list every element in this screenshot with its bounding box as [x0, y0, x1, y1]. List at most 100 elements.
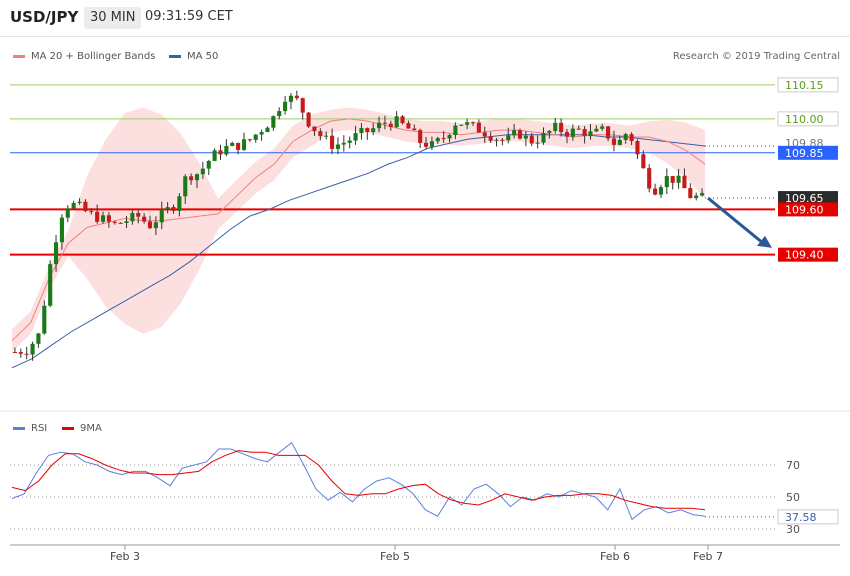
- level-label-6: 109.40: [785, 249, 824, 262]
- level-label-box: [777, 111, 839, 127]
- candle-body: [288, 95, 294, 102]
- candle: [224, 139, 229, 157]
- legend-ma50: MA 50: [169, 51, 218, 62]
- candle-body: [559, 122, 564, 133]
- candle-body: [71, 202, 76, 209]
- level-label-1: 110.00: [785, 113, 824, 126]
- candle: [700, 188, 705, 197]
- candle-body: [447, 135, 452, 139]
- candle-body: [429, 141, 434, 147]
- candle-body: [658, 187, 664, 195]
- candle: [347, 136, 352, 149]
- candle-body: [594, 128, 599, 132]
- x-label-3: Feb 7: [693, 550, 723, 563]
- candle-body: [241, 139, 247, 150]
- candle-body: [59, 217, 64, 243]
- candle: [400, 114, 405, 125]
- candle-body: [576, 128, 581, 130]
- candle-body: [171, 207, 176, 211]
- candle-body: [682, 175, 687, 189]
- candle: [512, 123, 517, 139]
- candle-body: [294, 95, 299, 99]
- candle-body: [265, 127, 270, 133]
- candle: [470, 121, 476, 126]
- candle: [112, 220, 117, 225]
- candle: [582, 126, 587, 144]
- candle-body: [459, 124, 464, 126]
- candle-body: [582, 129, 587, 137]
- candle-body: [24, 353, 29, 355]
- candle-body: [200, 168, 205, 175]
- candle-body: [106, 215, 111, 222]
- candle: [48, 260, 53, 308]
- candle: [682, 168, 687, 189]
- candle-body: [564, 132, 570, 137]
- candle: [206, 159, 211, 175]
- candle-body: [53, 242, 59, 265]
- candle: [177, 193, 182, 217]
- candle: [506, 127, 511, 144]
- candle: [265, 126, 270, 133]
- candle-body: [335, 144, 341, 149]
- candle: [12, 347, 17, 354]
- candle-body: [124, 221, 129, 224]
- candle-body: [206, 160, 211, 169]
- candle-body: [623, 134, 628, 140]
- candle: [488, 132, 493, 143]
- forecast-arrow: [707, 196, 765, 246]
- candle: [171, 204, 176, 214]
- rsi-last-box: [777, 509, 839, 525]
- candle-body: [89, 211, 94, 213]
- level-label-box: [778, 247, 838, 262]
- candle: [65, 205, 70, 223]
- candle-body: [435, 138, 440, 142]
- rsi-line: [11, 441, 706, 521]
- candle: [236, 142, 241, 155]
- candle: [465, 118, 470, 130]
- timeframe-badge[interactable]: 30 MIN: [84, 7, 142, 29]
- candle-body: [253, 134, 258, 140]
- candle: [42, 300, 47, 335]
- candle: [247, 138, 252, 143]
- rsi-tick-2: 30: [786, 523, 800, 536]
- x-label-1: Feb 5: [380, 550, 410, 563]
- candle-body: [189, 176, 194, 181]
- level-label-box: [777, 77, 839, 93]
- forecast-arrowhead: [757, 235, 772, 248]
- candle-body: [488, 136, 493, 141]
- candle-body: [230, 142, 235, 146]
- candle-body: [306, 112, 311, 127]
- candle-body: [629, 134, 634, 142]
- candle-body: [400, 116, 405, 124]
- candle: [365, 127, 370, 140]
- candle: [553, 118, 558, 134]
- candle: [541, 127, 546, 145]
- candle-body: [318, 131, 323, 137]
- candle: [95, 204, 100, 224]
- candle-body: [95, 211, 100, 222]
- candle-body: [470, 122, 476, 124]
- candle: [500, 138, 505, 146]
- candle-body: [394, 116, 399, 128]
- candle-body: [100, 215, 106, 222]
- candle: [324, 131, 329, 140]
- level-label-box: [778, 145, 838, 160]
- candle: [606, 125, 611, 142]
- x-label-0: Feb 3: [110, 550, 140, 563]
- candle: [30, 341, 35, 361]
- candle: [423, 136, 429, 150]
- candle-body: [494, 139, 499, 141]
- candle-body: [212, 150, 217, 161]
- candle-body: [12, 351, 17, 353]
- candle-body: [641, 154, 646, 169]
- candle: [547, 129, 552, 139]
- candle-body: [547, 130, 552, 133]
- candle-body: [48, 264, 53, 306]
- candle-body: [153, 222, 158, 229]
- ma20-swatch: [13, 55, 25, 58]
- candle-body: [218, 150, 223, 155]
- candle: [517, 128, 523, 140]
- candle-body: [36, 333, 41, 344]
- candle: [641, 150, 646, 169]
